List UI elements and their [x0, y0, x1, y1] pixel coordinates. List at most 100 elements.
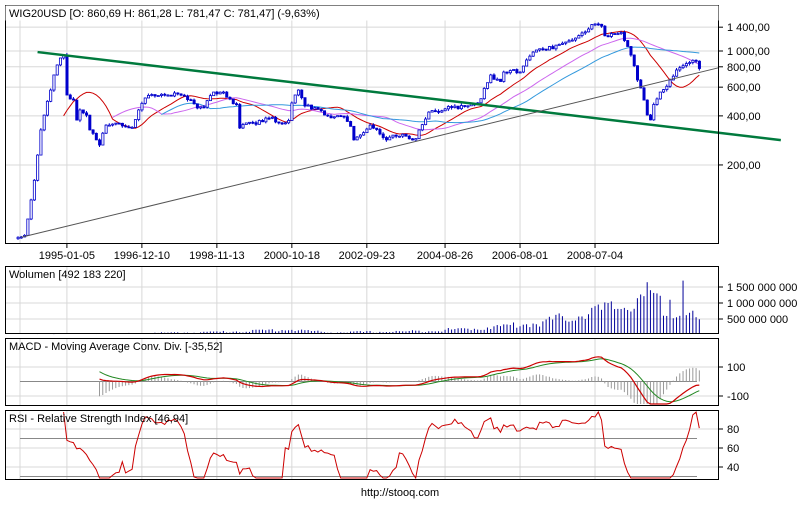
candle[interactable] — [401, 133, 405, 138]
candle[interactable] — [678, 65, 682, 72]
candle[interactable] — [88, 114, 92, 131]
candle[interactable] — [489, 73, 493, 84]
candle[interactable] — [697, 60, 701, 71]
candle[interactable] — [577, 34, 581, 39]
candle[interactable] — [420, 123, 424, 132]
candle[interactable] — [16, 236, 20, 240]
candle[interactable] — [267, 116, 271, 121]
candle[interactable] — [554, 44, 558, 51]
candle[interactable] — [466, 105, 470, 109]
candle[interactable] — [544, 48, 548, 52]
candle[interactable] — [603, 25, 607, 37]
candle[interactable] — [349, 120, 353, 127]
candle[interactable] — [176, 92, 180, 96]
candle[interactable] — [208, 93, 212, 102]
candle[interactable] — [593, 23, 597, 27]
candle[interactable] — [166, 94, 170, 97]
candle[interactable] — [212, 91, 216, 97]
candle[interactable] — [486, 82, 490, 90]
candle[interactable] — [427, 111, 431, 120]
candle[interactable] — [137, 108, 141, 122]
candle[interactable] — [564, 41, 568, 46]
candle[interactable] — [264, 116, 268, 124]
candle[interactable] — [156, 95, 160, 97]
candle[interactable] — [114, 122, 118, 126]
candle[interactable] — [160, 93, 164, 98]
candle[interactable] — [199, 106, 203, 110]
candle[interactable] — [72, 97, 76, 101]
candle[interactable] — [587, 27, 591, 33]
candle[interactable] — [352, 125, 356, 141]
candle[interactable] — [512, 69, 516, 71]
candle[interactable] — [414, 138, 418, 141]
candle[interactable] — [218, 91, 222, 95]
candle[interactable] — [518, 71, 522, 74]
candle[interactable] — [202, 105, 206, 109]
candle[interactable] — [652, 102, 656, 121]
candle[interactable] — [388, 135, 392, 141]
candle[interactable] — [329, 114, 333, 119]
candle[interactable] — [238, 103, 242, 129]
candle[interactable] — [133, 119, 137, 128]
candle[interactable] — [215, 90, 219, 96]
candle[interactable] — [332, 116, 336, 120]
candle[interactable] — [248, 121, 252, 125]
candle[interactable] — [101, 131, 105, 146]
candle[interactable] — [124, 124, 128, 128]
candle[interactable] — [296, 89, 300, 97]
candle[interactable] — [68, 93, 72, 100]
candle[interactable] — [94, 132, 98, 141]
candle[interactable] — [642, 86, 646, 101]
candle[interactable] — [632, 54, 636, 68]
candle[interactable] — [150, 93, 154, 97]
candle[interactable] — [658, 91, 662, 100]
candle[interactable] — [42, 114, 46, 132]
candle[interactable] — [619, 31, 623, 35]
candle[interactable] — [606, 34, 610, 38]
candle[interactable] — [146, 93, 150, 99]
candle[interactable] — [153, 94, 157, 98]
candle[interactable] — [244, 122, 248, 125]
candle[interactable] — [645, 99, 649, 116]
macd-panel[interactable] — [20, 356, 700, 405]
trendline-support[interactable] — [21, 67, 720, 238]
candle[interactable] — [492, 73, 496, 80]
candle[interactable] — [694, 59, 698, 64]
candle[interactable] — [287, 118, 291, 125]
candle[interactable] — [613, 33, 617, 35]
candle[interactable] — [225, 91, 229, 98]
candle[interactable] — [257, 119, 261, 125]
candle[interactable] — [440, 109, 444, 113]
candle[interactable] — [684, 61, 688, 68]
candle[interactable] — [169, 94, 173, 97]
candle[interactable] — [130, 126, 134, 129]
candle[interactable] — [65, 53, 69, 96]
candle[interactable] — [531, 51, 535, 57]
candle[interactable] — [342, 115, 346, 119]
candle[interactable] — [688, 60, 692, 66]
candle[interactable] — [538, 48, 542, 52]
candle[interactable] — [649, 113, 653, 121]
candle[interactable] — [127, 125, 131, 129]
candle[interactable] — [561, 41, 565, 45]
candle[interactable] — [446, 105, 450, 111]
candle[interactable] — [355, 136, 359, 141]
candle[interactable] — [362, 131, 366, 136]
candle[interactable] — [339, 114, 343, 118]
candle[interactable] — [411, 138, 415, 141]
candle[interactable] — [140, 101, 144, 112]
candle[interactable] — [479, 98, 483, 104]
candle[interactable] — [665, 84, 669, 92]
candle[interactable] — [482, 87, 486, 100]
candle[interactable] — [254, 120, 258, 126]
candle[interactable] — [309, 104, 313, 110]
candle[interactable] — [596, 22, 600, 26]
candle[interactable] — [590, 23, 594, 31]
candle[interactable] — [277, 121, 281, 125]
candle[interactable] — [417, 129, 421, 140]
candle[interactable] — [629, 46, 633, 57]
candle[interactable] — [120, 122, 124, 128]
candle[interactable] — [303, 97, 307, 108]
candle[interactable] — [580, 31, 584, 38]
candle[interactable] — [235, 102, 239, 106]
